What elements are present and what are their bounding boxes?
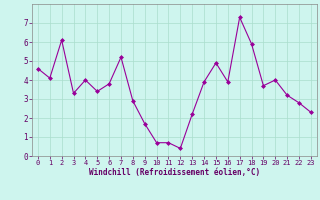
X-axis label: Windchill (Refroidissement éolien,°C): Windchill (Refroidissement éolien,°C) xyxy=(89,168,260,177)
